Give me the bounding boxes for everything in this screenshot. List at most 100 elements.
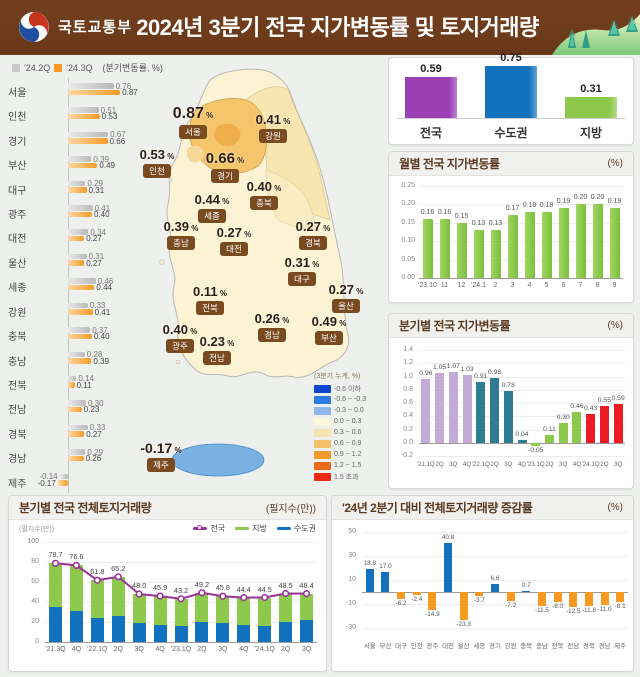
x-axis-tick: 4Q (462, 461, 472, 468)
ministry-name: 국토교통부 (58, 19, 133, 36)
bar-value: 18.8 (363, 560, 377, 568)
map-legend-label: -0.6 이하 (334, 385, 361, 393)
map-badge-wrap: 강원 (238, 126, 308, 144)
bar-segment-metro (69, 611, 83, 642)
y-axis-tick: 0.4 (403, 412, 413, 420)
map-region-label: 0.39 % 충남 (146, 220, 216, 251)
bar-segment-local (111, 576, 125, 616)
x-axis-tick: 4Q (155, 646, 165, 653)
x-axis-tick: 제주 (614, 643, 627, 650)
gridline (419, 278, 623, 279)
bar-segment (558, 422, 568, 443)
bar-value: 0.46 (570, 403, 584, 411)
bar-segment (68, 358, 92, 364)
bar-segment (473, 230, 484, 278)
gridline (419, 363, 625, 365)
gridline (419, 350, 625, 351)
map-region-name: 충북 (250, 196, 278, 210)
map-legend-swatch (314, 406, 331, 415)
x-axis-tick: 충북 (520, 643, 533, 650)
x-axis-tick: '21.1Q (416, 461, 435, 468)
bar-value: 0.7 (521, 582, 531, 590)
bar-segment (586, 414, 596, 443)
bar-segment (575, 204, 586, 278)
bar-segment (485, 66, 537, 118)
bar-segment (448, 371, 458, 443)
region-label: 울산 (8, 258, 27, 270)
map-region-name: 경북 (299, 236, 327, 250)
map-badge-wrap: 충남 (146, 233, 216, 251)
bar-value: 0.49 (99, 161, 115, 171)
map-region-label: 0.27 % 경북 (278, 220, 348, 251)
gridline (45, 642, 317, 643)
bar-segment (456, 222, 467, 278)
x-axis-tick: 3Q (301, 646, 312, 653)
bar-value: 0.18 (522, 201, 537, 209)
monthly-unit: (%) (607, 158, 623, 169)
gridline (419, 186, 623, 187)
change-panel: '24년 2분기 대비 전체토지거래량 증감률 (%) 50 30 10 -10 -30… (331, 495, 634, 672)
bar-segment (68, 253, 87, 260)
x-axis-tick: 전남 (567, 643, 580, 650)
monthly-panel-header: 월별 전국 지가변동률 (%) (389, 152, 633, 176)
map-badge-wrap: 서울 (158, 122, 228, 140)
y-axis-tick: -30 (345, 624, 356, 631)
map-legend-swatch (314, 428, 331, 437)
bar-value: 0.30 (556, 413, 570, 421)
gridline (419, 403, 625, 404)
map-legend-row: -0.6 ~ -0.3 (314, 394, 386, 405)
map-region-value: 0.11 % (193, 284, 227, 299)
map-legend-row: -0.3 ~ 0.0 (314, 405, 386, 416)
bar-segment (476, 382, 486, 443)
bar-value: 0.31 (88, 252, 105, 262)
x-axis-tick: 서울 (363, 643, 376, 650)
map-region-label: 0.23 % 전남 (182, 335, 252, 366)
bar-segment (537, 592, 546, 606)
bar-segment (68, 205, 93, 211)
bar-value: 0.27 (86, 258, 102, 268)
map-region-label: 0.26 % 경남 (237, 312, 307, 343)
bar-segment (565, 96, 617, 118)
y-axis-tick: -0.2 (400, 452, 413, 459)
bar-segment (503, 391, 513, 443)
bar-value: 0.39 (93, 154, 109, 164)
bar-segment (68, 351, 85, 358)
map-region-label: 0.40 % 충북 (229, 180, 299, 211)
bar-value: -8.1 (614, 602, 626, 610)
bar-value: 0.11 (543, 426, 556, 434)
bar-segment (68, 211, 92, 218)
region-label: 서울 (8, 88, 27, 99)
bar-value: 0.41 (94, 307, 111, 317)
left-chart-unit: (분기변동률, %) (102, 63, 163, 73)
y-axis-tick: 0.00 (401, 274, 415, 281)
map-legend-label: 0.0 ~ 0.3 (334, 418, 362, 425)
map-region-label: 0.27 % 대전 (199, 226, 269, 257)
y-axis-tick: 1.2 (403, 359, 413, 367)
bar-segment (68, 260, 85, 266)
map-region-value: 0.44 % (194, 192, 230, 207)
map-legend-label: 1.5 초과 (334, 473, 359, 481)
bar-value: 0.37 (92, 325, 108, 335)
percent-sign: % (309, 260, 320, 269)
bar-value: -3.7 (473, 597, 485, 605)
gridline (419, 442, 625, 444)
map-legend-label: 0.3 ~ 0.6 (334, 429, 362, 436)
bar-value: 6.6 (490, 575, 500, 583)
percent-sign: % (336, 319, 347, 328)
x-axis-tick: 울산 (457, 643, 470, 650)
percent-sign: % (164, 152, 175, 161)
gridline (45, 562, 317, 563)
bar-segment (405, 77, 457, 118)
bar-value: 0.51 (100, 105, 117, 115)
map-legend-label: 1.2 ~ 1.5 (334, 462, 362, 469)
line-value: 78.7 (48, 550, 63, 560)
y-axis-tick: 0.10 (401, 237, 415, 245)
bar-value: -11.0 (597, 606, 612, 614)
region-label: 충북 (8, 332, 27, 344)
bar-segment (68, 449, 86, 455)
x-axis-tick: 대전 (442, 643, 455, 650)
percent-sign: % (172, 446, 182, 455)
y-axis-tick: 10 (348, 576, 356, 583)
map-badge-wrap: 대구 (267, 269, 337, 287)
bar-segment-metro (48, 607, 62, 642)
